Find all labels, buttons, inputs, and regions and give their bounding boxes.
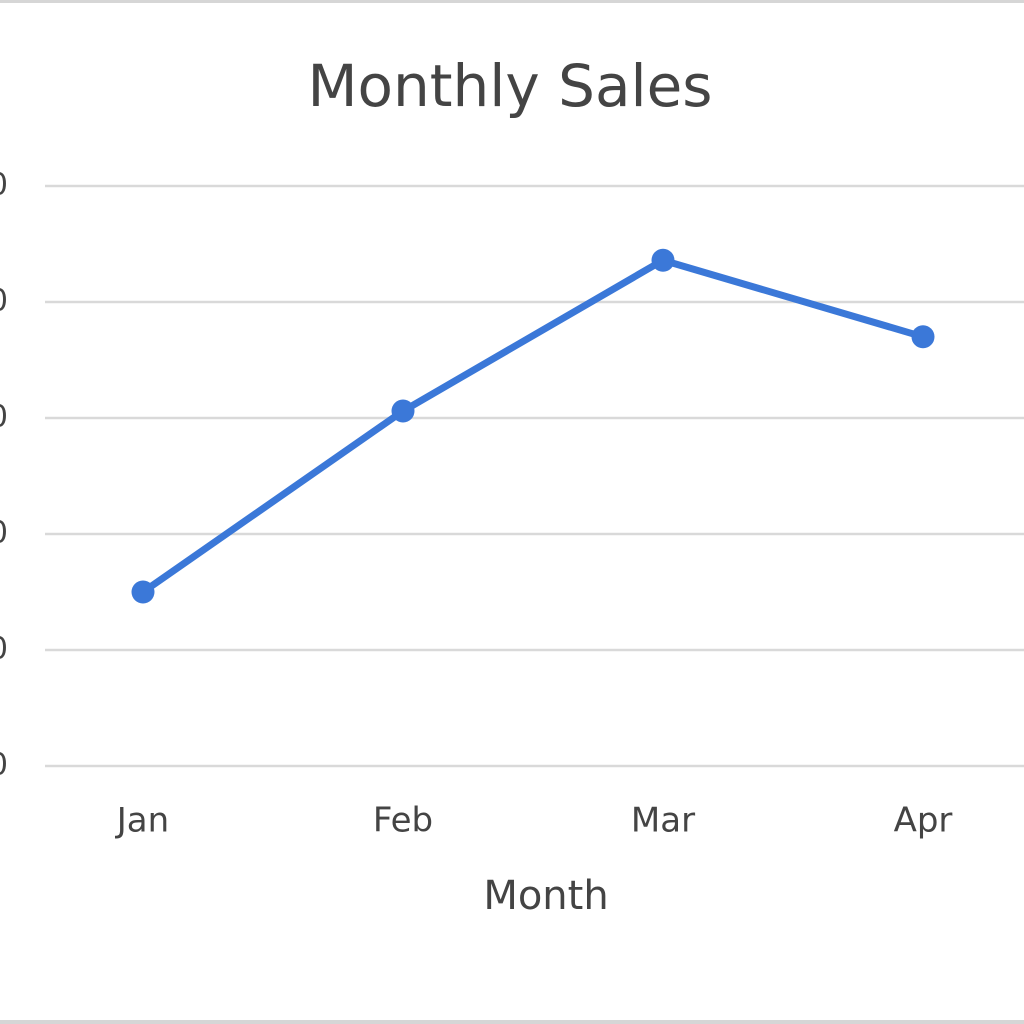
chart-title: Monthly Sales [307, 52, 712, 120]
data-point [391, 399, 415, 423]
bottom-border [0, 1020, 1024, 1024]
x-axis-label: Month [483, 873, 608, 919]
data-point [131, 580, 155, 604]
x-tick-label: Feb [373, 801, 433, 841]
y-tick-label: 50 [0, 168, 8, 203]
x-tick-label: Mar [631, 801, 695, 841]
data-line [139, 256, 927, 596]
y-tick-label: 30 [0, 400, 8, 435]
top-border [0, 0, 1024, 3]
y-tick-label: 0 [0, 748, 8, 783]
data-point [651, 248, 675, 272]
y-tick-label: 10 [0, 632, 8, 667]
y-tick-label: 20 [0, 516, 8, 551]
y-tick-label: 40 [0, 284, 8, 319]
data-point [911, 325, 935, 349]
x-tick-label: Jan [115, 801, 169, 841]
x-tick-label: Apr [894, 801, 953, 841]
